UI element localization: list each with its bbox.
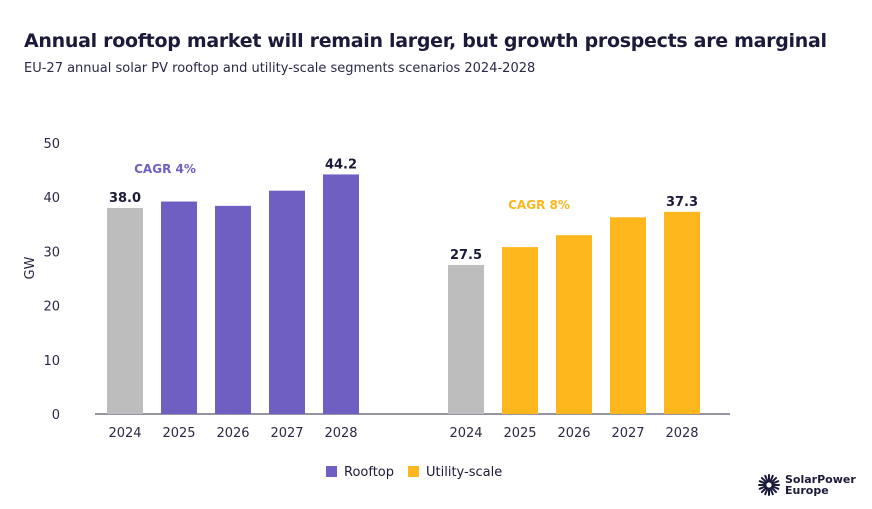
- legend-swatch-utility: [408, 466, 420, 477]
- bar-utility-scale-2025: [502, 247, 538, 414]
- logo-text: SolarPower: [785, 473, 856, 486]
- x-tick-label: 2028: [324, 426, 357, 441]
- x-tick-label: 2025: [162, 426, 195, 441]
- bar-utility-scale-2028: [664, 211, 700, 414]
- legend: Rooftop Utility-scale: [326, 465, 502, 480]
- data-label: 37.3: [666, 195, 698, 210]
- bar-rooftop-2025: [161, 201, 197, 414]
- x-tick-label: 2028: [665, 426, 698, 441]
- chart-subtitle: EU-27 annual solar PV rooftop and utilit…: [24, 61, 536, 76]
- data-label: 44.2: [325, 157, 357, 172]
- bar-utility-scale-2026: [556, 235, 592, 414]
- legend-item-utility: Utility-scale: [408, 465, 502, 480]
- bar-utility-scale-2024: [448, 264, 484, 414]
- cagr-annotation: CAGR 4%: [134, 162, 196, 176]
- y-tick-label: 10: [43, 354, 60, 369]
- y-tick-label: 50: [43, 137, 60, 152]
- legend-label: Utility-scale: [426, 465, 503, 480]
- legend-item-rooftop: Rooftop: [326, 465, 394, 480]
- bar-rooftop-2024: [107, 208, 143, 414]
- x-tick-label: 2026: [557, 426, 590, 441]
- sun-icon: [758, 474, 780, 496]
- y-tick-label: 20: [43, 300, 60, 315]
- data-label: 38.0: [109, 191, 141, 206]
- x-tick-label: 2024: [449, 426, 482, 441]
- x-tick-label: 2024: [108, 426, 141, 441]
- y-axis-label: GW: [23, 256, 38, 279]
- cagr-annotation: CAGR 8%: [508, 198, 570, 212]
- x-tick-label: 2027: [611, 426, 644, 441]
- chart-title: Annual rooftop market will remain larger…: [24, 30, 827, 52]
- legend-swatch-rooftop: [326, 466, 337, 477]
- y-tick-label: 30: [43, 245, 60, 260]
- bar-rooftop-2027: [269, 190, 305, 414]
- y-tick-label: 40: [43, 191, 60, 206]
- bar-rooftop-2026: [215, 205, 251, 414]
- data-label: 27.5: [450, 248, 482, 263]
- y-tick-label: 0: [52, 408, 60, 423]
- x-tick-label: 2026: [216, 426, 249, 441]
- legend-label: Rooftop: [344, 465, 395, 480]
- bar-utility-scale-2027: [610, 217, 646, 414]
- x-tick-label: 2027: [270, 426, 303, 441]
- solarpower-europe-logo: SolarPower Europe: [758, 474, 856, 496]
- x-tick-label: 2025: [503, 426, 536, 441]
- bar-rooftop-2028: [323, 174, 359, 414]
- logo-text: Europe: [785, 484, 829, 497]
